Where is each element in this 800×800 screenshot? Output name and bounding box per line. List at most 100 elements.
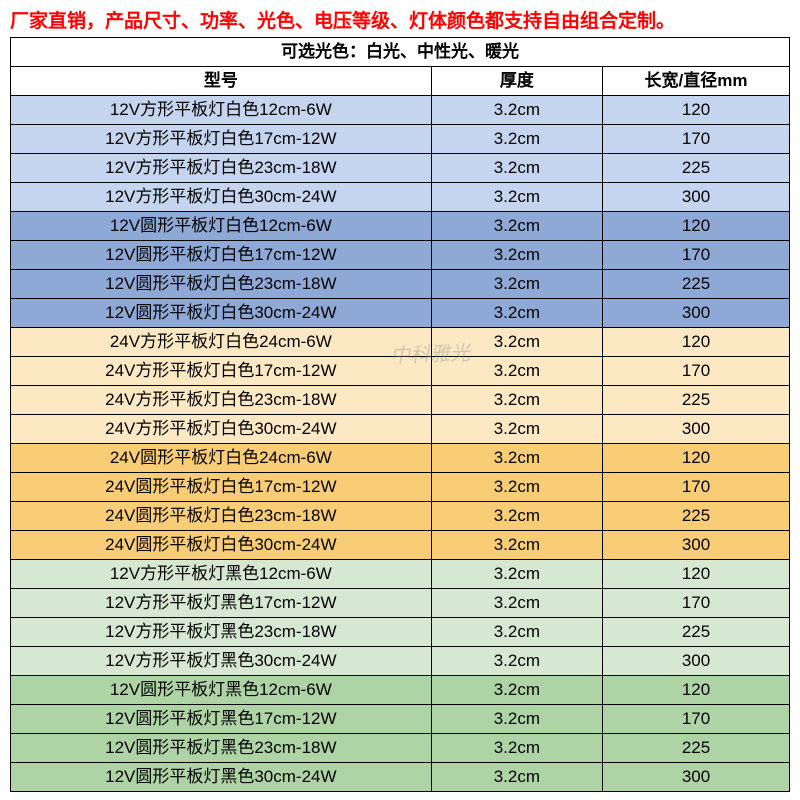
table-row: 12V圆形平板灯白色12cm-6W3.2cm120 [11,212,790,241]
table-row: 12V圆形平板灯黑色30cm-24W3.2cm300 [11,763,790,792]
cell-thick: 3.2cm [431,763,602,792]
caption-row: 可选光色：白光、中性光、暖光 [11,38,790,67]
cell-model: 24V圆形平板灯白色30cm-24W [11,531,432,560]
table-row: 24V圆形平板灯白色17cm-12W3.2cm170 [11,473,790,502]
cell-thick: 3.2cm [431,444,602,473]
cell-dim: 170 [603,589,790,618]
cell-dim: 300 [603,647,790,676]
cell-model: 12V圆形平板灯黑色23cm-18W [11,734,432,763]
spec-table: 可选光色：白光、中性光、暖光 型号 厚度 长宽/直径mm 12V方形平板灯白色1… [10,37,790,792]
cell-dim: 300 [603,531,790,560]
cell-dim: 225 [603,270,790,299]
cell-model: 24V圆形平板灯白色23cm-18W [11,502,432,531]
cell-dim: 170 [603,241,790,270]
cell-thick: 3.2cm [431,357,602,386]
cell-dim: 300 [603,183,790,212]
cell-dim: 170 [603,705,790,734]
col-header-dimension: 长宽/直径mm [603,67,790,96]
cell-thick: 3.2cm [431,96,602,125]
cell-dim: 120 [603,96,790,125]
cell-dim: 300 [603,299,790,328]
cell-thick: 3.2cm [431,502,602,531]
cell-thick: 3.2cm [431,212,602,241]
cell-model: 12V方形平板灯黑色23cm-18W [11,618,432,647]
cell-model: 12V方形平板灯白色23cm-18W [11,154,432,183]
cell-model: 12V方形平板灯白色12cm-6W [11,96,432,125]
cell-model: 12V方形平板灯黑色12cm-6W [11,560,432,589]
cell-model: 12V方形平板灯黑色17cm-12W [11,589,432,618]
cell-dim: 170 [603,473,790,502]
table-row: 12V方形平板灯白色17cm-12W3.2cm170 [11,125,790,154]
cell-thick: 3.2cm [431,618,602,647]
cell-model: 24V方形平板灯白色30cm-24W [11,415,432,444]
cell-model: 24V方形平板灯白色24cm-6W [11,328,432,357]
cell-model: 12V圆形平板灯黑色12cm-6W [11,676,432,705]
table-body: 12V方形平板灯白色12cm-6W3.2cm12012V方形平板灯白色17cm-… [11,96,790,792]
promo-banner: 厂家直销，产品尺寸、功率、光色、电压等级、灯体颜色都支持自由组合定制。 [0,0,800,37]
table-row: 12V方形平板灯黑色30cm-24W3.2cm300 [11,647,790,676]
cell-thick: 3.2cm [431,328,602,357]
cell-thick: 3.2cm [431,299,602,328]
cell-dim: 225 [603,154,790,183]
cell-dim: 170 [603,125,790,154]
caption-cell: 可选光色：白光、中性光、暖光 [11,38,790,67]
cell-thick: 3.2cm [431,647,602,676]
cell-model: 12V方形平板灯黑色30cm-24W [11,647,432,676]
table-row: 12V圆形平板灯白色30cm-24W3.2cm300 [11,299,790,328]
cell-dim: 120 [603,212,790,241]
table-row: 24V方形平板灯白色17cm-12W3.2cm170 [11,357,790,386]
cell-thick: 3.2cm [431,589,602,618]
cell-dim: 225 [603,734,790,763]
table-row: 12V方形平板灯白色12cm-6W3.2cm120 [11,96,790,125]
table-row: 12V圆形平板灯黑色23cm-18W3.2cm225 [11,734,790,763]
cell-dim: 225 [603,386,790,415]
table-row: 12V方形平板灯黑色23cm-18W3.2cm225 [11,618,790,647]
cell-model: 12V方形平板灯白色30cm-24W [11,183,432,212]
cell-model: 24V圆形平板灯白色24cm-6W [11,444,432,473]
cell-thick: 3.2cm [431,473,602,502]
cell-model: 24V圆形平板灯白色17cm-12W [11,473,432,502]
table-row: 12V圆形平板灯黑色12cm-6W3.2cm120 [11,676,790,705]
cell-model: 12V方形平板灯白色17cm-12W [11,125,432,154]
table-row: 24V方形平板灯白色24cm-6W3.2cm120 [11,328,790,357]
table-row: 24V圆形平板灯白色30cm-24W3.2cm300 [11,531,790,560]
col-header-thickness: 厚度 [431,67,602,96]
cell-thick: 3.2cm [431,531,602,560]
cell-dim: 120 [603,676,790,705]
table-row: 12V圆形平板灯白色17cm-12W3.2cm170 [11,241,790,270]
cell-thick: 3.2cm [431,183,602,212]
cell-dim: 225 [603,502,790,531]
cell-dim: 120 [603,444,790,473]
table-row: 12V方形平板灯黑色12cm-6W3.2cm120 [11,560,790,589]
cell-model: 24V方形平板灯白色23cm-18W [11,386,432,415]
table-row: 12V方形平板灯黑色17cm-12W3.2cm170 [11,589,790,618]
cell-thick: 3.2cm [431,154,602,183]
table-row: 12V方形平板灯白色23cm-18W3.2cm225 [11,154,790,183]
cell-thick: 3.2cm [431,386,602,415]
table-row: 24V圆形平板灯白色24cm-6W3.2cm120 [11,444,790,473]
cell-dim: 120 [603,560,790,589]
cell-thick: 3.2cm [431,676,602,705]
header-row: 型号 厚度 长宽/直径mm [11,67,790,96]
cell-model: 24V方形平板灯白色17cm-12W [11,357,432,386]
cell-thick: 3.2cm [431,125,602,154]
cell-model: 12V圆形平板灯黑色17cm-12W [11,705,432,734]
cell-thick: 3.2cm [431,560,602,589]
cell-model: 12V圆形平板灯白色23cm-18W [11,270,432,299]
cell-thick: 3.2cm [431,415,602,444]
cell-dim: 225 [603,618,790,647]
table-row: 12V圆形平板灯白色23cm-18W3.2cm225 [11,270,790,299]
table-row: 24V方形平板灯白色23cm-18W3.2cm225 [11,386,790,415]
cell-model: 12V圆形平板灯白色30cm-24W [11,299,432,328]
cell-thick: 3.2cm [431,705,602,734]
table-row: 12V圆形平板灯黑色17cm-12W3.2cm170 [11,705,790,734]
cell-thick: 3.2cm [431,270,602,299]
cell-dim: 300 [603,415,790,444]
cell-model: 12V圆形平板灯白色12cm-6W [11,212,432,241]
cell-dim: 300 [603,763,790,792]
table-row: 12V方形平板灯白色30cm-24W3.2cm300 [11,183,790,212]
cell-thick: 3.2cm [431,241,602,270]
cell-dim: 170 [603,357,790,386]
col-header-model: 型号 [11,67,432,96]
cell-model: 12V圆形平板灯黑色30cm-24W [11,763,432,792]
